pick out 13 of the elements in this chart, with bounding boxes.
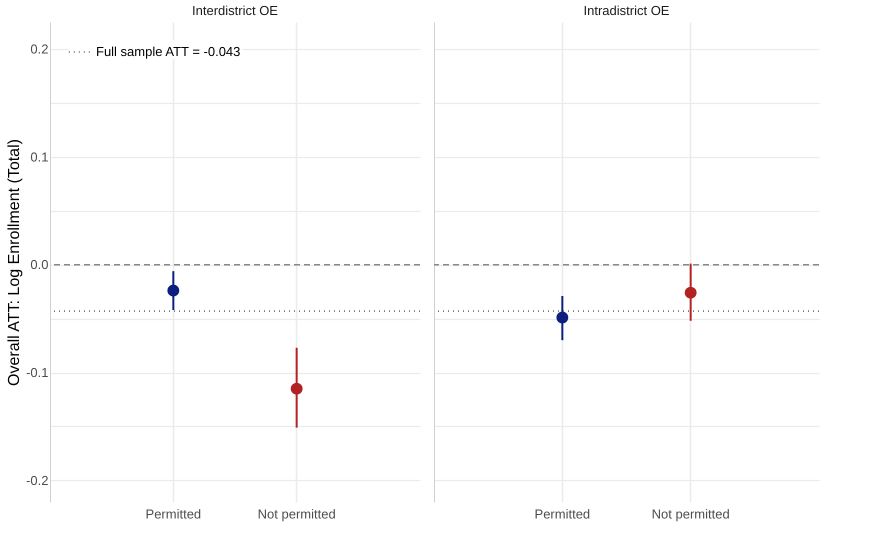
y-tick-label: 0.0 <box>30 257 48 272</box>
x-tick-label: Permitted <box>146 506 202 522</box>
x-tick-label: Not permitted <box>258 506 336 522</box>
x-tick-label: Permitted <box>534 506 590 522</box>
y-tick-label: -0.2 <box>26 472 48 488</box>
chart-title: Interdistrict OE <box>192 3 278 18</box>
chart-title: Intradistrict OE <box>584 3 670 18</box>
y-tick-label: -0.1 <box>26 365 48 380</box>
y-tick-label: 0.1 <box>30 149 48 164</box>
x-tick-label: Not permitted <box>652 506 730 522</box>
y-tick-label: 0.2 <box>30 41 48 56</box>
y-axis-title: Overall ATT: Log Enrollment (Total) <box>6 139 24 386</box>
legend-label: Full sample ATT = -0.043 <box>96 44 240 59</box>
